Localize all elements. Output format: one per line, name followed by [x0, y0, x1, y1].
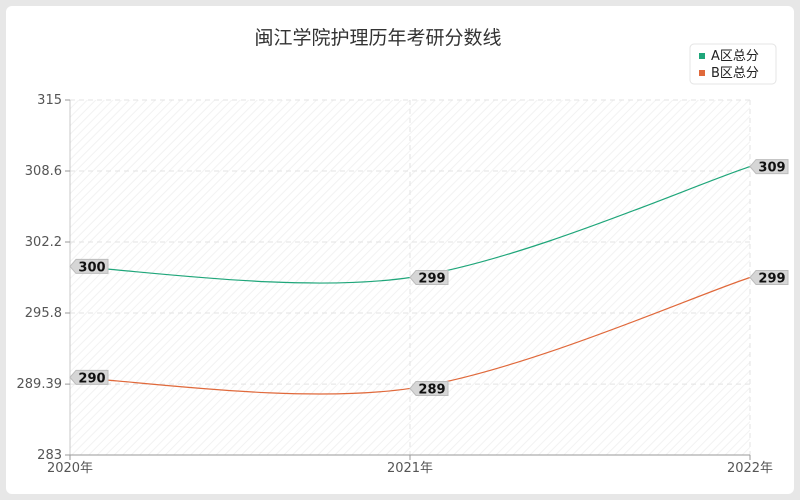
data-label: 299 — [409, 270, 449, 287]
data-label: 300 — [69, 258, 109, 275]
data-label: 309 — [749, 159, 789, 176]
legend-label-a[interactable]: A区总分 — [711, 49, 759, 64]
chart-title: 闽江学院护理历年考研分数线 — [254, 27, 501, 49]
y-tick-label: 283 — [37, 448, 62, 463]
data-label-text: 299 — [418, 272, 445, 287]
legend-box — [689, 43, 777, 85]
data-label-box — [409, 380, 449, 396]
x-axis-ticks: 2020年 2021年 2022年 — [47, 455, 773, 476]
data-label: 299 — [749, 270, 789, 287]
data-label-box — [69, 369, 109, 385]
data-label: 289 — [409, 380, 449, 397]
data-label-box — [749, 159, 789, 175]
x-tick-label: 2021年 — [387, 461, 433, 476]
y-tick-label: 308.6 — [25, 164, 62, 179]
y-axis-ticks: 283 289.39 295.8 302.2 308.6 315 — [17, 93, 70, 463]
legend-swatch-b — [699, 70, 705, 76]
data-label-text: 289 — [418, 382, 445, 397]
data-label-text: 300 — [78, 260, 105, 275]
y-tick-label: 289.39 — [17, 377, 63, 392]
data-label-text: 309 — [758, 161, 785, 176]
data-label-box — [69, 258, 109, 274]
y-tick-label: 315 — [37, 93, 62, 108]
legend-label-b[interactable]: B区总分 — [711, 66, 759, 81]
legend[interactable]: A区总分 B区总分 — [689, 43, 777, 85]
y-tick-label: 295.8 — [25, 306, 62, 321]
x-tick-label: 2020年 — [47, 461, 93, 476]
x-tick-label: 2022年 — [727, 461, 773, 476]
data-labels: 300 299 309 290 289 299 — [69, 159, 789, 397]
data-label: 290 — [69, 369, 109, 386]
legend-swatch-a — [699, 53, 705, 59]
data-label-box — [409, 270, 449, 285]
y-tick-label: 302.2 — [25, 235, 62, 250]
data-label-text: 299 — [758, 272, 785, 287]
data-label-text: 290 — [78, 371, 105, 386]
data-label-box — [749, 270, 789, 285]
